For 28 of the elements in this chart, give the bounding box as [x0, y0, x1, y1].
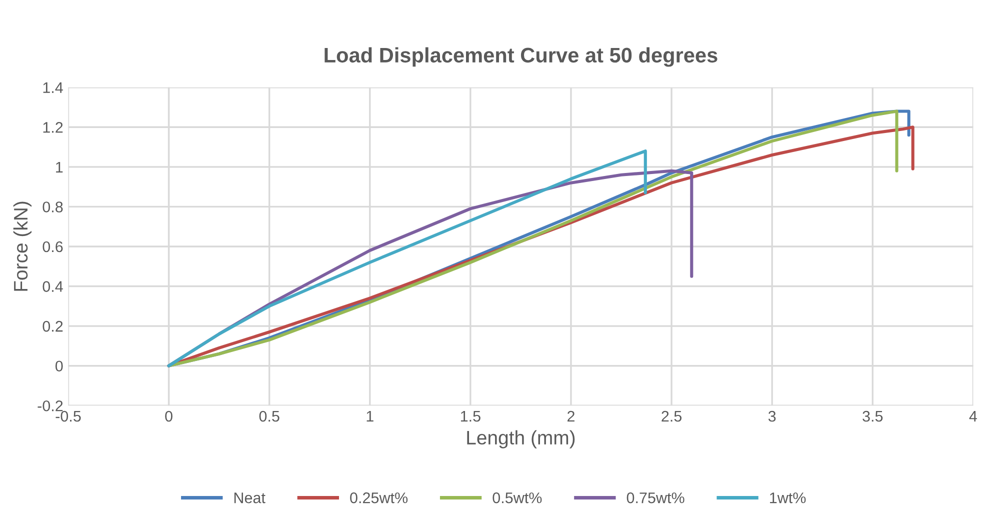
x-axis-title: Length (mm)	[467, 430, 575, 448]
y-tick-label: 1	[56, 162, 63, 172]
y-tick-label: 0.8	[42, 202, 63, 212]
legend-label: 0.5wt%	[492, 492, 542, 504]
x-tick-label: 1	[366, 411, 374, 422]
x-tick-label: 2	[568, 410, 574, 422]
y-tick-label: 1.2	[43, 122, 63, 133]
y-tick-label: 1.4	[43, 82, 63, 93]
legend-label: 0.75wt%	[626, 492, 684, 504]
x-tick-label: 0	[165, 410, 172, 422]
x-tick-label: 4	[969, 411, 977, 422]
line-series	[167, 149, 647, 368]
chart-title: Load Displacement Curve at 50 degrees	[324, 47, 718, 67]
legend-label: Neat	[234, 492, 266, 504]
y-tick-label: 0	[55, 360, 63, 372]
y-tick-label: 0.2	[42, 320, 63, 332]
y-tick-label: 0.4	[42, 281, 63, 292]
y-tick-label: 0.6	[42, 241, 63, 252]
y-tick-label: -0.2	[38, 400, 63, 412]
x-tick-label: 1.5	[460, 411, 480, 422]
y-axis-title: Force (kN)	[13, 202, 32, 291]
x-tick-label: 3	[768, 410, 776, 422]
x-tick-label: 0.5	[259, 410, 280, 422]
legend-label: 1wt%	[770, 492, 806, 504]
x-tick-label: 3.5	[862, 410, 883, 422]
x-tick-label: 2.5	[662, 410, 682, 422]
x-tick-label: -0.5	[56, 410, 81, 422]
legend-label: 0.25wt%	[350, 492, 408, 504]
